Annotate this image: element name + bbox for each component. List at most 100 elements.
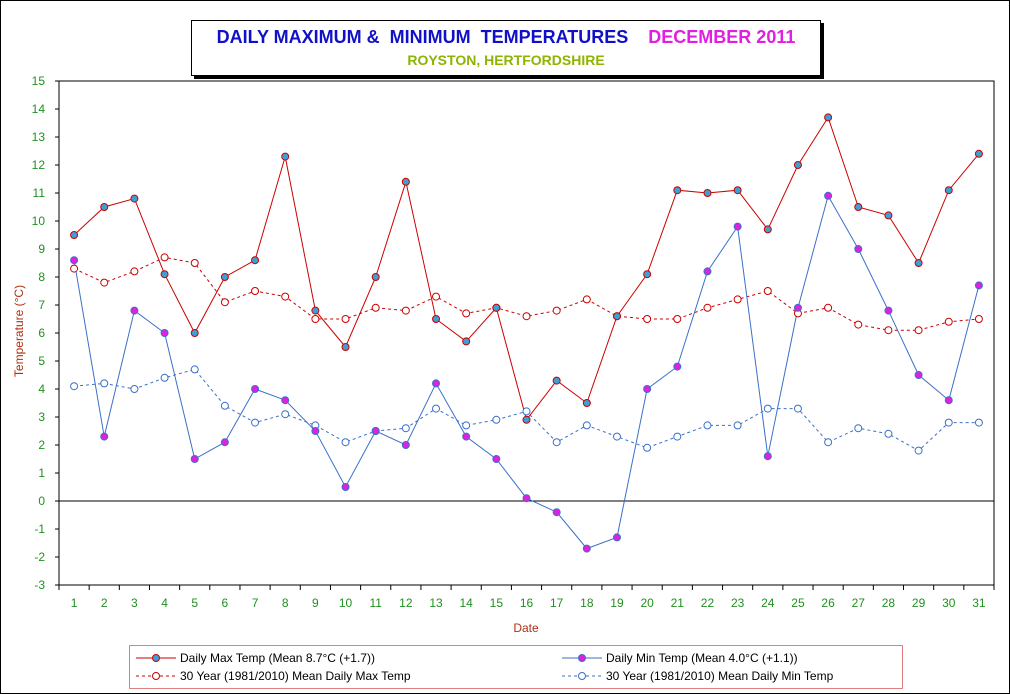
series-0-point xyxy=(281,152,290,161)
x-tick-label: 7 xyxy=(252,596,259,610)
legend-label-mean-max: 30 Year (1981/2010) Mean Daily Max Temp xyxy=(180,669,411,683)
y-tick-label: 2 xyxy=(38,438,45,452)
series-0-point xyxy=(673,186,682,195)
series-0-point xyxy=(643,270,652,279)
series-3-point xyxy=(70,382,79,391)
series-2-point xyxy=(190,259,199,267)
series-0-point xyxy=(311,306,320,315)
series-2-point xyxy=(160,253,169,262)
series-2-point xyxy=(824,303,833,312)
series-1-point xyxy=(522,494,531,503)
plot-area xyxy=(58,80,995,586)
y-tick-label: -2 xyxy=(34,550,45,564)
series-0-point xyxy=(492,303,501,312)
series-1-point xyxy=(643,385,652,393)
x-tick-label: 9 xyxy=(312,596,319,610)
series-0-point xyxy=(251,256,260,265)
series-0-point xyxy=(763,225,772,234)
series-1-point xyxy=(70,256,79,265)
series-1-point xyxy=(492,455,501,463)
y-tick-label: 0 xyxy=(38,494,45,508)
series-3-point xyxy=(944,418,953,427)
series-3-point xyxy=(673,432,682,441)
series-1-point xyxy=(974,281,983,290)
x-tick-label: 13 xyxy=(429,596,443,610)
x-tick-label: 27 xyxy=(852,596,866,610)
series-3-point xyxy=(220,401,229,410)
series-1-point xyxy=(552,508,561,517)
y-tick-label: 11 xyxy=(33,186,46,200)
series-2-point xyxy=(371,303,380,312)
series-0-point xyxy=(371,273,380,281)
series-3-point xyxy=(612,432,621,441)
y-tick-label: 6 xyxy=(38,326,45,340)
legend: Daily Max Temp (Mean 8.7°C (+1.7)) Daily… xyxy=(129,645,903,689)
x-tick-label: 22 xyxy=(701,596,715,610)
x-tick-label: 1 xyxy=(71,596,78,610)
series-2-point xyxy=(432,292,441,301)
series-0-point xyxy=(70,231,79,239)
x-tick-label: 4 xyxy=(161,596,168,610)
y-tick-label: 7 xyxy=(38,298,45,312)
y-tick-label: 4 xyxy=(38,382,45,396)
x-tick-label: 10 xyxy=(339,596,353,610)
series-2-point xyxy=(341,315,350,323)
series-3-point xyxy=(492,415,501,424)
x-tick-label: 21 xyxy=(671,596,685,610)
series-3-point xyxy=(100,379,109,388)
y-tick-label: 10 xyxy=(32,214,46,228)
series-1-point xyxy=(944,396,953,405)
y-tick-label: 5 xyxy=(38,354,45,368)
legend-label-daily-min: Daily Min Temp (Mean 4.0°C (+1.1)) xyxy=(606,651,798,665)
series-3-point xyxy=(763,404,772,413)
x-tick-label: 23 xyxy=(731,596,745,610)
series-3-point xyxy=(522,407,531,416)
series-1-point xyxy=(281,396,290,405)
series-3-point xyxy=(703,421,712,430)
series-3-point xyxy=(401,424,410,433)
series-0-point xyxy=(582,399,591,407)
series-2-point xyxy=(401,306,410,315)
x-tick-label: 31 xyxy=(972,596,986,610)
series-0-point xyxy=(220,273,229,281)
series-3-point xyxy=(281,410,290,419)
series-1-point xyxy=(763,452,772,461)
chart-subtitle: ROYSTON, HERTFORDSHIRE xyxy=(407,52,605,68)
series-3-point xyxy=(914,446,923,455)
series-2-point xyxy=(733,295,742,304)
legend-marker-mean-min xyxy=(562,672,602,680)
y-tick-label: 13 xyxy=(32,130,46,144)
x-axis-label: Date xyxy=(513,621,539,635)
x-tick-label: 2 xyxy=(101,596,108,610)
series-1-point xyxy=(733,222,742,231)
series-0-point xyxy=(462,337,471,346)
x-tick-label: 26 xyxy=(821,596,835,610)
y-tick-label: 3 xyxy=(38,410,45,424)
series-1-point xyxy=(673,362,682,371)
series-1-point xyxy=(914,371,923,379)
series-0-point xyxy=(974,149,983,158)
series-2-point xyxy=(884,326,893,335)
y-axis-label: Temperature (°C) xyxy=(12,285,26,377)
series-0-point xyxy=(190,329,199,337)
x-tick-label: 17 xyxy=(550,596,564,610)
legend-marker-mean-max xyxy=(136,672,176,680)
chart-title-line: DAILY MAXIMUM & MINIMUM TEMPERATURES DECE… xyxy=(192,27,820,48)
series-0-point xyxy=(432,315,441,323)
series-2-point xyxy=(552,306,561,315)
legend-label-daily-max: Daily Max Temp (Mean 8.7°C (+1.7)) xyxy=(180,651,375,665)
legend-entry-mean-max: 30 Year (1981/2010) Mean Daily Max Temp xyxy=(136,667,516,685)
x-tick-label: 8 xyxy=(282,596,289,610)
series-1-point xyxy=(401,441,410,449)
series-1-point xyxy=(341,483,350,491)
series-0-point xyxy=(733,186,742,195)
y-tick-label: 1 xyxy=(38,466,45,480)
y-tick-label: 15 xyxy=(32,74,46,88)
series-2-point xyxy=(251,287,260,295)
series-3-point xyxy=(130,385,139,393)
y-tick-label: -1 xyxy=(34,522,45,536)
x-tick-label: 25 xyxy=(791,596,805,610)
